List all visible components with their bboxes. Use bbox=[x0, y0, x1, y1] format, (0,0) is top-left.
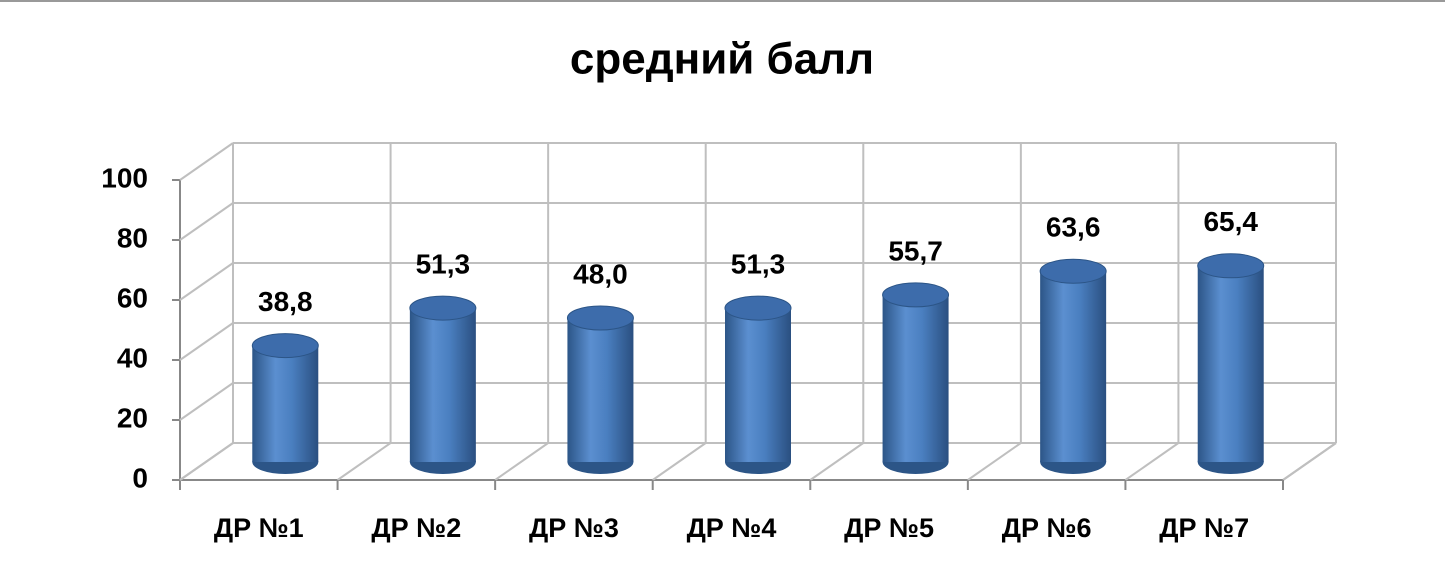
bar-top bbox=[882, 282, 950, 308]
bar-top bbox=[724, 295, 792, 321]
chart-title: средний балл bbox=[570, 35, 874, 84]
x-tick-label: ДР №7 bbox=[1159, 513, 1249, 543]
x-tick-label: ДР №6 bbox=[1002, 513, 1092, 543]
y-tick-label: 80 bbox=[117, 222, 148, 253]
bar bbox=[725, 308, 791, 462]
bar bbox=[882, 294, 949, 462]
bar-top bbox=[1039, 258, 1107, 284]
data-label: 38,8 bbox=[258, 286, 313, 317]
data-label: 51,3 bbox=[731, 248, 786, 279]
y-tick-label: 0 bbox=[132, 462, 148, 493]
floor-line bbox=[494, 442, 549, 481]
grid-line bbox=[179, 322, 234, 361]
data-label: 55,7 bbox=[888, 235, 943, 266]
floor-line bbox=[336, 442, 392, 481]
bar bbox=[567, 318, 634, 462]
y-tick-label: 100 bbox=[101, 162, 148, 193]
bar-top bbox=[1197, 253, 1265, 279]
floor-line bbox=[652, 442, 707, 481]
bar bbox=[409, 308, 476, 462]
bars bbox=[251, 253, 1265, 474]
data-label: 51,3 bbox=[416, 248, 471, 279]
x-tick-label: ДР №2 bbox=[371, 513, 461, 543]
bar bbox=[1040, 271, 1107, 462]
bar-top bbox=[251, 333, 319, 359]
floor-line bbox=[967, 442, 1022, 481]
y-tick-label: 20 bbox=[117, 402, 148, 433]
x-tick-label: ДР №1 bbox=[214, 513, 304, 543]
grid-line bbox=[179, 382, 234, 421]
x-tick-label: ДР №4 bbox=[687, 513, 777, 543]
floor-line bbox=[809, 442, 864, 481]
bar-top bbox=[566, 305, 634, 331]
y-tick-label: 40 bbox=[117, 342, 148, 373]
bar-top bbox=[409, 295, 477, 321]
grid-line bbox=[179, 262, 234, 301]
grid-line bbox=[179, 202, 234, 241]
floor-line bbox=[1282, 442, 1337, 481]
bar bbox=[1197, 265, 1264, 462]
x-tick-label: ДР №5 bbox=[844, 513, 934, 543]
x-tick-label: ДР №3 bbox=[529, 513, 619, 543]
grid bbox=[172, 142, 1337, 490]
data-label: 65,4 bbox=[1203, 206, 1258, 237]
bar bbox=[252, 345, 319, 462]
data-label: 48,0 bbox=[573, 258, 628, 289]
data-label: 63,6 bbox=[1046, 212, 1101, 243]
grid-line bbox=[179, 142, 234, 181]
grid-line bbox=[179, 442, 234, 481]
y-tick-label: 60 bbox=[117, 282, 148, 313]
floor-line bbox=[1124, 442, 1180, 481]
